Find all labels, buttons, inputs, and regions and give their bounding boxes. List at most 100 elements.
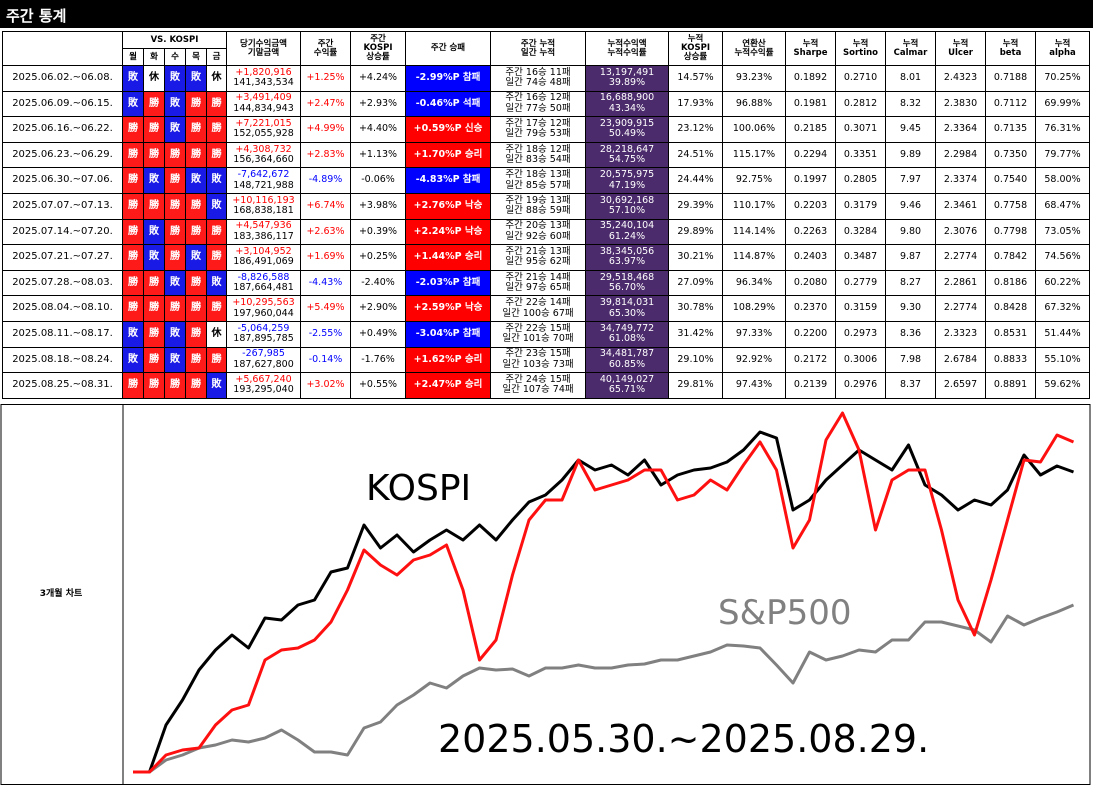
metric: 0.2805 <box>835 167 887 194</box>
metric: 0.2263 <box>785 218 837 246</box>
metric: 2.3323 <box>935 320 987 348</box>
cell-line: 50.49% <box>608 128 646 140</box>
cell-line: 65.30% <box>608 307 646 319</box>
weekly-result: +2.59%P 낙승 <box>405 295 492 322</box>
metric: 51.44% <box>1035 320 1091 348</box>
day-result: 勝 <box>143 116 165 143</box>
cell-line: 29,518,468 <box>599 271 655 283</box>
metric: 92.92% <box>722 346 787 374</box>
table-header: VS. KOSPI 당기수익금액 기말금액 주간 수익률 주간 KOSPI 상승률 주간… <box>2 31 1091 66</box>
header-cell: 당기수익금액 기말금액 <box>226 31 302 66</box>
cell-line: +4,308,732 <box>235 143 292 155</box>
table-row: 2025.06.09.~06.15. 敗勝敗勝勝 +3,491,409 144,834… <box>2 90 1091 118</box>
period: 2025.07.21.~07.27. <box>2 244 123 271</box>
table-row: 2025.07.07.~07.13. 勝勝勝勝敗 +10,116,193 168,83… <box>2 192 1091 220</box>
weekly-result: +2.24%P 낙승 <box>405 218 492 246</box>
cell-line: 23,909,915 <box>599 117 655 129</box>
metric: 58.00% <box>1035 167 1091 194</box>
period: 2025.08.11.~08.17. <box>2 320 123 348</box>
day-result: 勝 <box>122 244 144 271</box>
cell-line: 183,386,117 <box>233 230 294 242</box>
day-result: 敗 <box>122 90 144 118</box>
record: 주간 21승 14패 일간 97승 65패 <box>490 269 587 297</box>
table-row: 2025.07.28.~08.03. 勝勝敗勝敗 -8,826,588 187,664… <box>2 269 1091 297</box>
metric: 7.97 <box>885 167 937 194</box>
header-cell: 주간 누적 일간 누적 <box>490 31 587 66</box>
metric: 2.6597 <box>935 372 987 399</box>
cell-line: 56.70% <box>608 282 646 294</box>
metric: 0.2403 <box>785 244 837 271</box>
day-header: 수 <box>164 48 186 66</box>
metric: 115.17% <box>722 141 787 169</box>
metric: 29.89% <box>668 218 724 246</box>
record: 주간 16승 11패 일간 74승 48패 <box>490 65 587 92</box>
day-result: 休 <box>143 65 165 92</box>
metric: 93.23% <box>722 65 787 92</box>
cumulative-profit: 16,688,900 43.34% <box>585 90 670 118</box>
cell-line: 186,491,069 <box>233 256 294 268</box>
metric: 9.87 <box>885 244 937 271</box>
metric: 0.8833 <box>985 346 1037 374</box>
cell-line: +1,820,916 <box>235 66 292 78</box>
cumulative-profit: 13,197,491 39.89% <box>585 65 670 92</box>
cell-line: 28,218,647 <box>599 143 655 155</box>
metric: 2.2774 <box>935 244 987 271</box>
header-cell: 누적 alpha <box>1035 31 1091 66</box>
metric: 0.3159 <box>835 295 887 322</box>
period: 2025.06.02.~06.08. <box>2 65 123 92</box>
cell-line: 주간 23승 15패 <box>505 348 571 360</box>
cell-line: 148,721,988 <box>233 179 294 191</box>
cell-line: 61.24% <box>608 230 646 242</box>
metric: 0.2203 <box>785 192 837 220</box>
cell-line: -8,826,588 <box>237 271 290 283</box>
metric: 2.3076 <box>935 218 987 246</box>
day-result: 敗 <box>164 346 186 374</box>
cumulative-profit: 29,518,468 56.70% <box>585 269 670 297</box>
cell-line: -7,642,672 <box>237 169 290 181</box>
metric: 0.7350 <box>985 141 1037 169</box>
weekly-result: +1.44%P 승리 <box>405 244 492 271</box>
metric: 2.3364 <box>935 116 987 143</box>
profit-balance: +4,547,936 183,386,117 <box>226 218 302 246</box>
weekly-result: +1.70%P 승리 <box>405 141 492 169</box>
kospi-weekly: +0.39% <box>350 218 407 246</box>
day-header: 목 <box>185 48 207 66</box>
weekly-result: -0.46%P 석패 <box>405 90 492 118</box>
metric: 8.36 <box>885 320 937 348</box>
series-line <box>133 430 1075 774</box>
record: 주간 16승 12패 일간 77승 50패 <box>490 90 587 118</box>
cell-line: 주간 22승 14패 <box>505 297 571 309</box>
cell-line: 주간 24승 15패 <box>505 373 571 385</box>
metric: 73.05% <box>1035 218 1091 246</box>
kospi-weekly: -0.06% <box>350 167 407 194</box>
cell-line: 일간 79승 53패 <box>505 128 571 140</box>
metric: 96.88% <box>722 90 787 118</box>
weekly-result: +2.76%P 낙승 <box>405 192 492 220</box>
metric: 29.81% <box>668 372 724 399</box>
cell-line: 13,197,491 <box>599 66 655 78</box>
day-result: 勝 <box>164 295 186 322</box>
cell-line: 일간 100승 67패 <box>502 307 574 319</box>
date-range: 2025.05.30.~2025.08.29. <box>438 717 929 761</box>
kospi-weekly: +2.90% <box>350 295 407 322</box>
cell-line: +10,116,193 <box>232 194 295 206</box>
day-result: 勝 <box>122 269 144 297</box>
profit-balance: +10,295,563 197,960,044 <box>226 295 302 322</box>
metric: 0.3284 <box>835 218 887 246</box>
day-result: 勝 <box>185 269 207 297</box>
metric: 110.17% <box>722 192 787 220</box>
cell-line: 주간 19승 13패 <box>505 194 571 206</box>
day-result: 勝 <box>185 90 207 118</box>
day-result: 勝 <box>185 141 207 169</box>
metric: 2.2774 <box>935 295 987 322</box>
profit-balance: -7,642,672 148,721,988 <box>226 167 302 194</box>
metric: 0.3351 <box>835 141 887 169</box>
day-result: 勝 <box>205 244 228 271</box>
metric: 60.22% <box>1035 269 1091 297</box>
metric: 92.75% <box>722 167 787 194</box>
cell-line: 주간 18승 13패 <box>505 169 571 181</box>
metric: 0.3006 <box>835 346 887 374</box>
weekly-return: -2.55% <box>300 320 352 348</box>
metric: 14.57% <box>668 65 724 92</box>
